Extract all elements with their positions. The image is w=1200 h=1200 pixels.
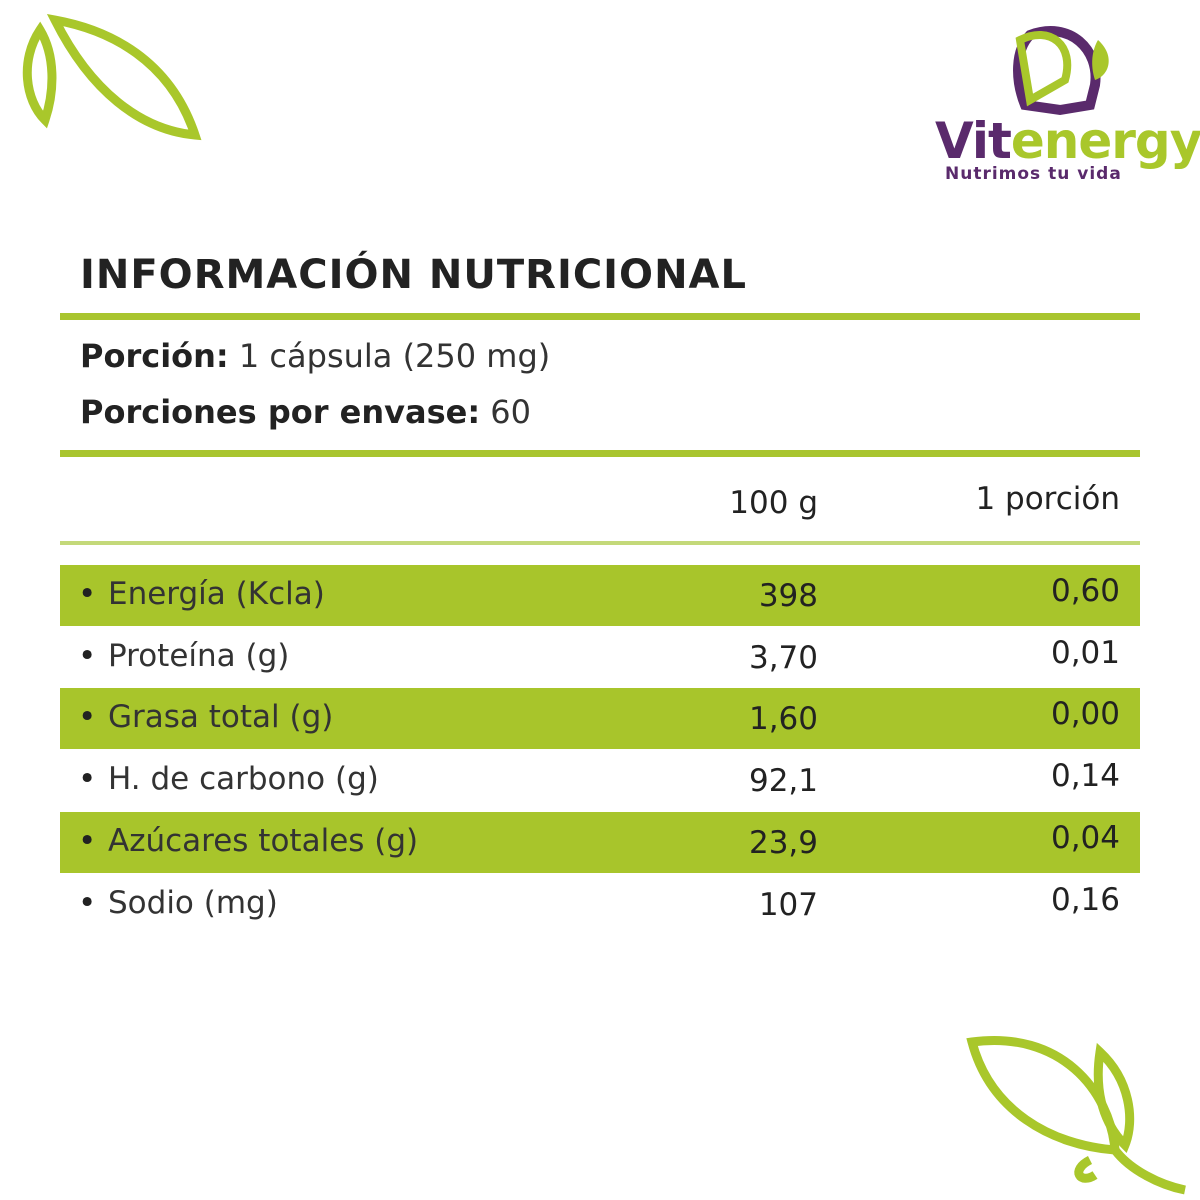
nutrient-name: Sodio (mg) [108, 884, 278, 921]
logo-mark [1013, 26, 1109, 116]
bullet: • [78, 576, 97, 612]
leaves-top [22, 13, 202, 141]
value-100g: 23,9 [748, 824, 818, 861]
nutrient-name: Proteína (g) [108, 637, 290, 674]
value-portion: 0,01 [1050, 634, 1120, 671]
nutrient-name: Energía (Kcla) [108, 576, 325, 612]
divider [60, 450, 1140, 457]
table-row: • Proteína (g) 3,70 0,01 [60, 627, 1140, 688]
value-portion: 0,16 [1050, 881, 1120, 918]
divider [60, 541, 1140, 545]
servings: Porciones por envase: 60 [80, 393, 531, 431]
bullet: • [78, 884, 97, 921]
column-header: 1 porción [975, 481, 1120, 517]
value-portion: 0,14 [1050, 758, 1120, 795]
nutrient-name: Grasa total (g) [108, 699, 334, 736]
table-row: • Grasa total (g) 1,60 0,00 [60, 688, 1140, 750]
value-100g: 107 [758, 886, 818, 923]
value-portion: 0,60 [1050, 573, 1120, 609]
bullet: • [78, 637, 97, 674]
table-row: • Sodio (mg) 107 0,16 [60, 874, 1140, 935]
value-100g: 3,70 [748, 639, 818, 676]
value-portion: 0,04 [1050, 819, 1120, 856]
bullet: • [78, 761, 97, 798]
value-portion: 0,00 [1050, 696, 1120, 733]
label: Porciones por envase: [80, 393, 481, 431]
value-100g: 92,1 [748, 763, 818, 800]
title: INFORMACIÓN NUTRICIONAL [80, 252, 747, 298]
value-100g: 398 [758, 578, 818, 614]
table-row: • H. de carbono (g) 92,1 0,14 [60, 750, 1140, 811]
table-row: • Energía (Kcla) 398 0,60 [60, 565, 1140, 626]
divider [60, 313, 1140, 320]
leaves-bottom [966, 1036, 1186, 1195]
logo-text: Vitenergy [935, 112, 1200, 170]
value: 1 cápsula (250 mg) [238, 337, 551, 375]
label: Porción: [80, 337, 229, 375]
logo-brand: energy [1010, 112, 1200, 170]
value-100g: 1,60 [748, 701, 818, 738]
serving: Porción: 1 cápsula (250 mg) [80, 337, 550, 375]
bullet: • [78, 822, 97, 859]
column-header: 100 g [729, 485, 818, 521]
table-row: • Azúcares totales (g) 23,9 0,04 [60, 811, 1140, 873]
bullet: • [78, 699, 97, 736]
logo-brand: Vit [935, 112, 1012, 170]
nutrient-name: H. de carbono (g) [108, 761, 379, 798]
nutrient-name: Azúcares totales (g) [108, 822, 419, 859]
value: 60 [490, 393, 531, 431]
logo-tagline: Nutrimos tu vida [945, 164, 1122, 184]
